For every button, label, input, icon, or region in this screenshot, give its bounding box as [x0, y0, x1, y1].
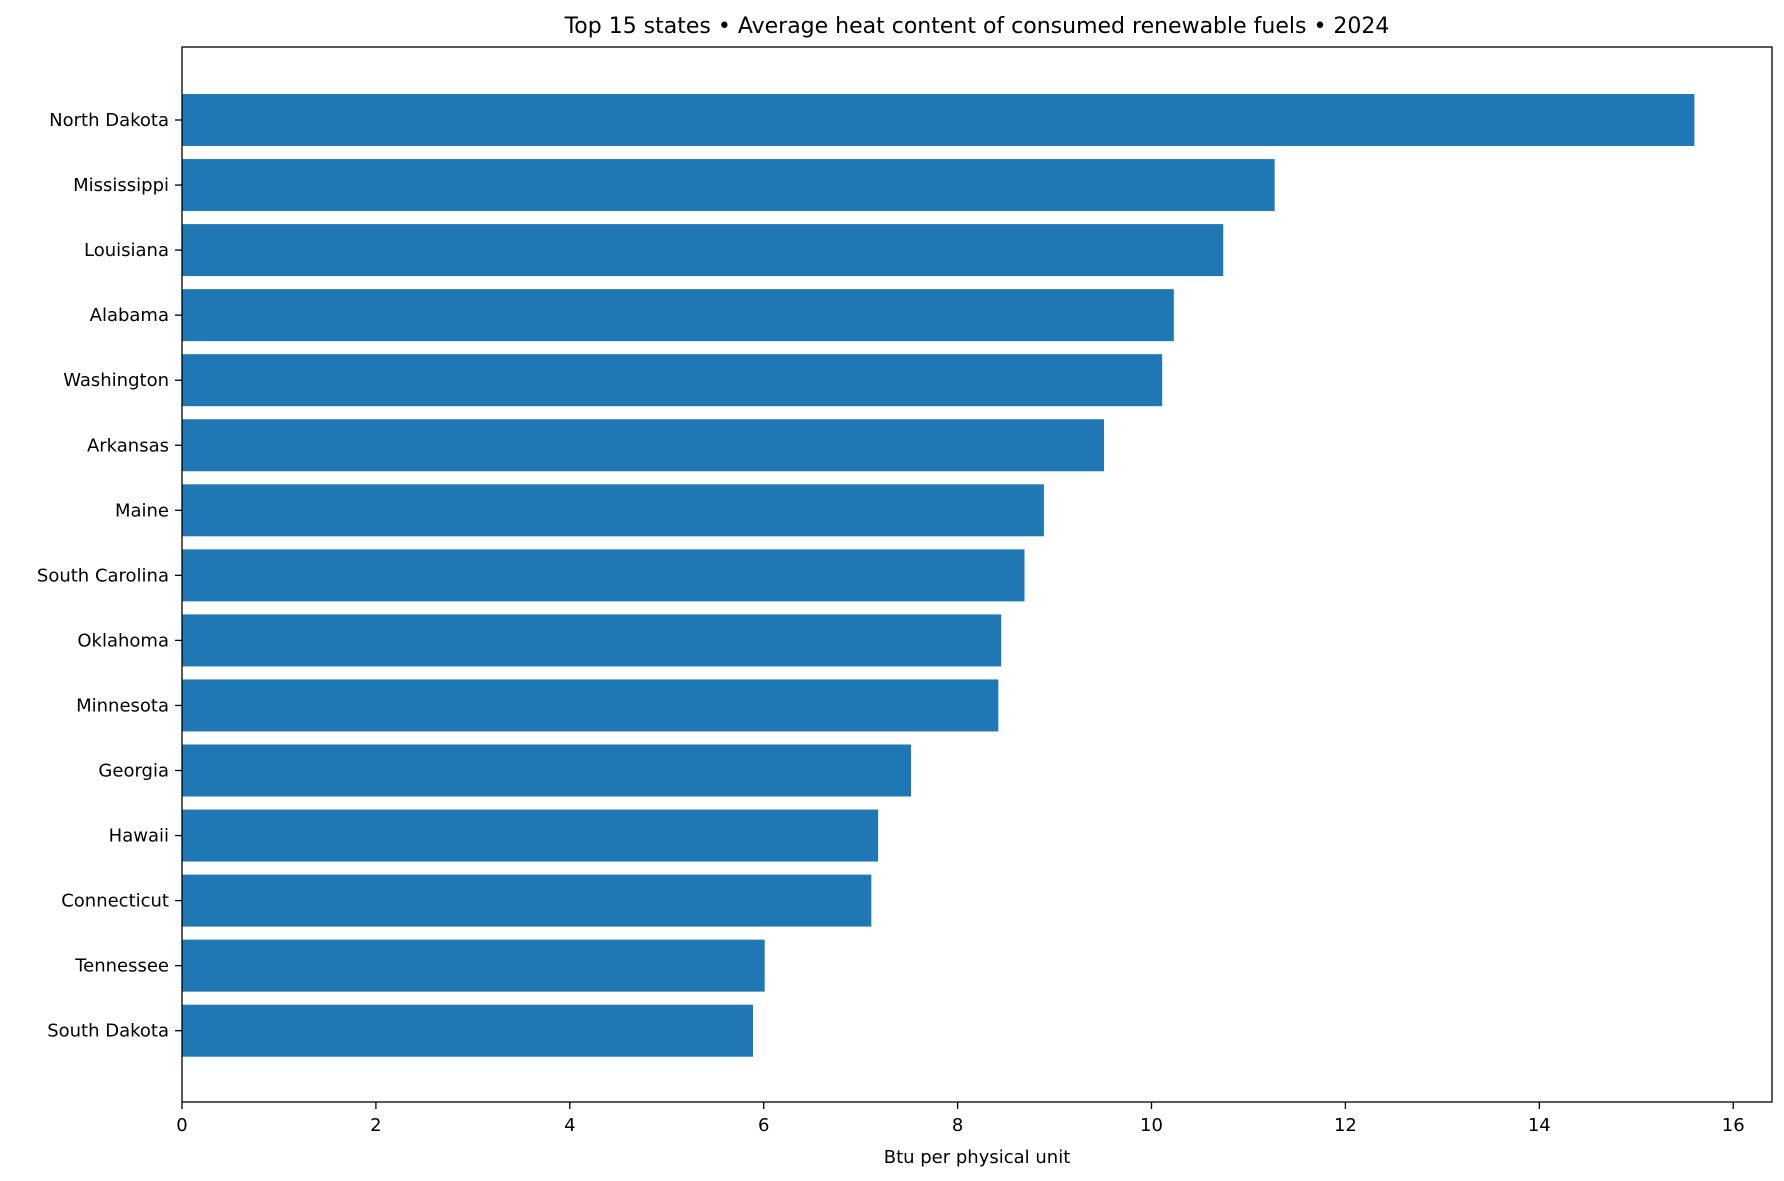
y-tick-label: North Dakota [49, 110, 169, 131]
y-tick-label: South Carolina [37, 565, 169, 586]
x-tick-label: 8 [952, 1115, 963, 1136]
y-tick-label: Minnesota [76, 695, 169, 716]
y-tick-label: Washington [63, 370, 169, 391]
chart-title: Top 15 states • Average heat content of … [564, 14, 1390, 39]
y-axis: North Dakota Mississippi Louisiana Alabama W… [37, 110, 182, 1042]
x-axis: 0 2 4 6 8 10 12 14 16 [176, 1102, 1745, 1136]
y-tick-label: Connecticut [61, 891, 169, 912]
bar-arkansas [182, 419, 1105, 472]
bar-hawaii [182, 809, 879, 862]
bar-georgia [182, 744, 912, 797]
x-axis-label: Btu per physical unit [884, 1147, 1071, 1168]
bar-south-carolina [182, 549, 1025, 602]
x-tick-label: 6 [758, 1115, 769, 1136]
x-tick-label: 12 [1334, 1115, 1357, 1136]
bar-washington [182, 354, 1163, 407]
bar-oklahoma [182, 614, 1002, 667]
bar-maine [182, 484, 1044, 537]
y-tick-label: Georgia [98, 761, 169, 782]
bar-south-dakota [182, 1004, 754, 1057]
bar-mississippi [182, 159, 1275, 212]
y-tick-label: Mississippi [73, 175, 169, 196]
bar-louisiana [182, 224, 1224, 277]
y-tick-label: Hawaii [109, 826, 169, 847]
y-tick-label: Tennessee [74, 956, 169, 977]
x-tick-label: 14 [1528, 1115, 1551, 1136]
x-tick-label: 16 [1722, 1115, 1745, 1136]
y-tick-label: Oklahoma [77, 630, 169, 651]
x-tick-label: 10 [1140, 1115, 1163, 1136]
bar-alabama [182, 289, 1174, 342]
y-tick-label: South Dakota [47, 1021, 169, 1042]
bar-tennessee [182, 939, 765, 992]
x-tick-label: 2 [370, 1115, 381, 1136]
bar-minnesota [182, 679, 999, 732]
x-tick-label: 0 [176, 1115, 187, 1136]
plot-frame [181, 46, 1773, 1103]
bar-connecticut [182, 874, 872, 927]
x-tick-label: 4 [564, 1115, 575, 1136]
y-tick-label: Louisiana [84, 240, 169, 261]
bars-group [182, 94, 1695, 1057]
y-tick-label: Alabama [90, 305, 169, 326]
y-tick-label: Maine [115, 500, 169, 521]
bar-north-dakota [182, 94, 1695, 146]
y-tick-label: Arkansas [87, 435, 169, 456]
